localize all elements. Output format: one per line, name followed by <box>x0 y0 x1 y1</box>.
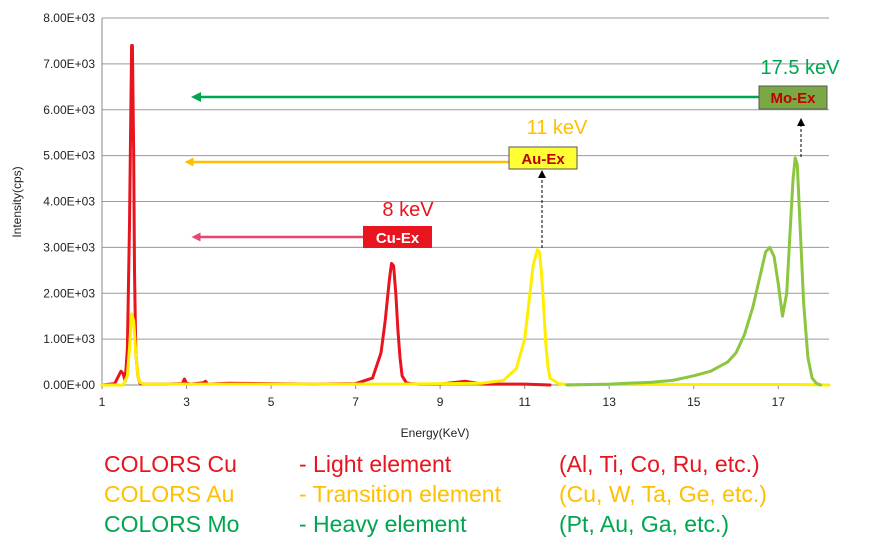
annotations: 8 keV Cu-Ex 11 keV Au-Ex 17.5 keV Mo-Ex <box>184 57 841 248</box>
y-axis-ticks: 0.00E+00 1.00E+03 2.00E+03 3.00E+03 4.00E+03… <box>43 11 95 392</box>
x-axis-label: Energy(KeV) <box>401 426 470 440</box>
y-tick-label: 8.00E+03 <box>43 11 95 25</box>
legend-element-class: - Light element <box>299 451 452 477</box>
legend-color-name: COLORS Mo <box>104 511 240 537</box>
y-tick-label: 0.00E+00 <box>43 378 95 392</box>
y-axis-label: Intensity(cps) <box>10 166 24 237</box>
x-tick-label: 11 <box>518 395 531 409</box>
y-tick-label: 2.00E+03 <box>43 286 95 300</box>
au-ex-box <box>508 146 578 170</box>
legend-color-name: COLORS Au <box>104 481 235 507</box>
y-tick-label: 4.00E+03 <box>43 195 95 209</box>
x-tick-label: 17 <box>772 395 786 409</box>
grid-lines <box>102 17 829 340</box>
mo-spectrum-line <box>565 156 822 387</box>
x-tick-label: 7 <box>352 395 359 409</box>
y-tick-label: 7.00E+03 <box>43 57 95 71</box>
cu-ex-box <box>363 226 432 248</box>
x-tick-label: 1 <box>99 395 106 409</box>
cu-ex-label: Cu-Ex <box>376 230 420 247</box>
x-tick-label: 13 <box>603 395 617 409</box>
mo-energy-label: 17.5 keV <box>761 57 841 79</box>
au-energy-label: 11 keV <box>527 117 588 139</box>
au-ex-label: Au-Ex <box>521 151 565 168</box>
au-spectrum-line <box>100 248 831 387</box>
mo-ex-box <box>758 85 828 110</box>
cu-energy-label: 8 keV <box>382 199 434 221</box>
y-tick-label: 6.00E+03 <box>43 103 95 117</box>
x-tick-label: 3 <box>183 395 190 409</box>
legend-color-name: COLORS Cu <box>104 451 237 477</box>
y-tick-label: 3.00E+03 <box>43 240 95 254</box>
legend-element-class: - Heavy element <box>299 511 467 537</box>
legend-examples: (Al, Ti, Co, Ru, etc.) <box>559 451 760 477</box>
x-tick-label: 15 <box>687 395 701 409</box>
y-tick-label: 1.00E+03 <box>43 332 95 346</box>
y-tick-label: 5.00E+03 <box>43 149 95 163</box>
x-axis-ticks: 1 3 5 7 9 11 13 15 17 <box>99 385 786 409</box>
x-tick-label: 9 <box>437 395 444 409</box>
legend-element-class: - Transition element <box>299 481 501 507</box>
series-lines <box>100 44 831 387</box>
legend-examples: (Pt, Au, Ga, etc.) <box>559 511 730 537</box>
x-tick-label: 5 <box>268 395 275 409</box>
mo-ex-label: Mo-Ex <box>771 90 817 107</box>
legend-examples: (Cu, W, Ta, Ge, etc.) <box>559 481 767 507</box>
spectrum-chart: 0.00E+00 1.00E+03 2.00E+03 3.00E+03 4.00E+03… <box>10 11 841 440</box>
